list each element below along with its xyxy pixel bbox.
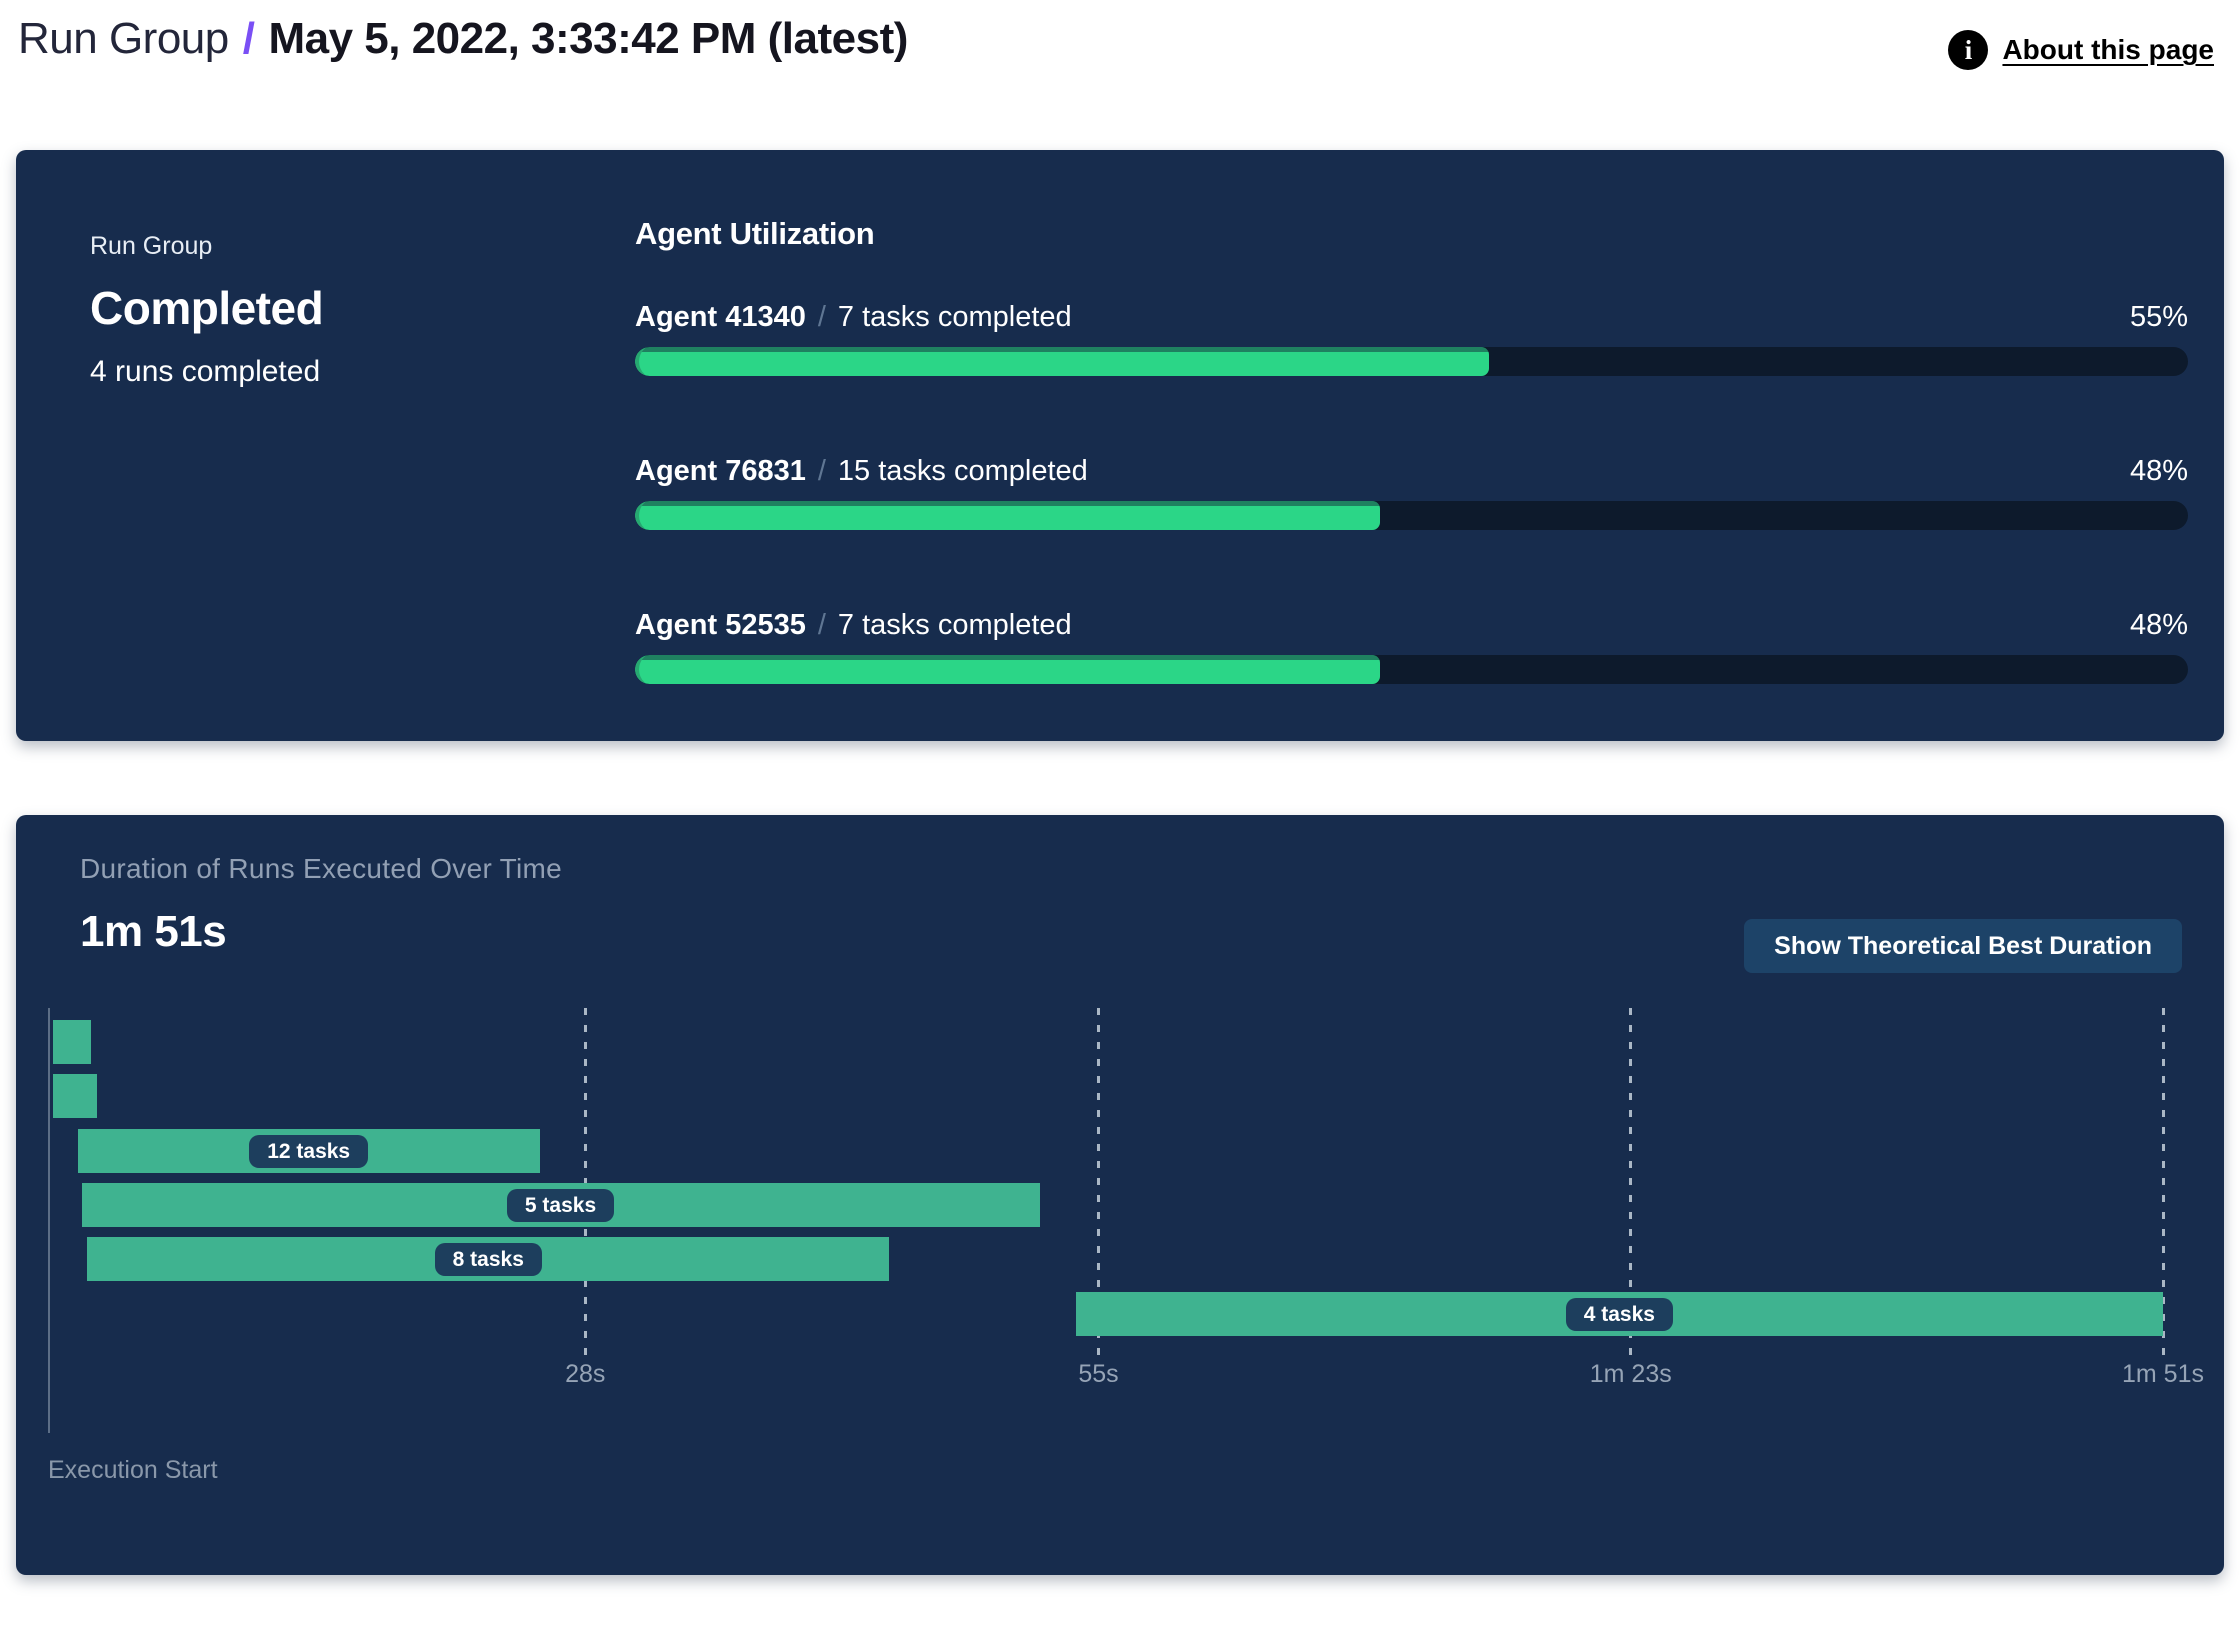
- breadcrumb-separator: /: [242, 14, 255, 63]
- time-tick-label: 28s: [565, 1360, 606, 1388]
- duration-chart-card: Duration of Runs Executed Over Time 1m 5…: [16, 815, 2224, 1575]
- agent-utilization-fill: [635, 347, 1490, 376]
- run-duration-bar[interactable]: 4 tasks: [1075, 1292, 2163, 1336]
- agent-utilization-percent: 48%: [2129, 609, 2188, 641]
- agent-label-line: Agent 52535 / 7 tasks completed 48%: [635, 608, 2188, 642]
- breadcrumb: Run Group / May 5, 2022, 3:33:42 PM (lat…: [18, 14, 908, 64]
- agent-name: Agent 52535: [635, 609, 806, 641]
- total-duration-value: 1m 51s: [80, 907, 227, 956]
- agent-name-separator: /: [817, 301, 826, 333]
- run-group-summary-card: Run Group Completed 4 runs completed Age…: [16, 150, 2224, 741]
- agent-tasks-completed: 7 tasks completed: [837, 609, 1072, 641]
- about-this-page[interactable]: i About this page: [1948, 30, 2214, 70]
- info-icon[interactable]: i: [1948, 30, 1989, 70]
- time-gridline: [2161, 1008, 2165, 1356]
- agent-name-separator: /: [817, 455, 826, 487]
- run-duration-bar[interactable]: 12 tasks: [77, 1129, 540, 1173]
- agent-utilization-list: Agent 41340 / 7 tasks completed 55% Agent 76…: [635, 300, 2188, 684]
- run-duration-bar[interactable]: 5 tasks: [81, 1183, 1040, 1227]
- about-this-page-link[interactable]: About this page: [2002, 34, 2214, 65]
- agent-utilization-fill: [635, 501, 1381, 530]
- agent-tasks-completed: 15 tasks completed: [837, 455, 1088, 487]
- agent-label-line: Agent 76831 / 15 tasks completed 48%: [635, 454, 2188, 488]
- agent-utilization-row: Agent 76831 / 15 tasks completed 48%: [635, 454, 2188, 530]
- task-count-pill: 5 tasks: [506, 1188, 615, 1222]
- execution-start-axis-line: [48, 1008, 50, 1433]
- run-group-status-value: Completed: [90, 282, 324, 334]
- agent-utilization-track: [635, 501, 2188, 530]
- execution-start-label: Execution Start: [48, 1456, 218, 1484]
- time-gridline: [583, 1008, 587, 1356]
- run-duration-bar[interactable]: [53, 1020, 92, 1064]
- run-duration-bar[interactable]: [53, 1074, 97, 1118]
- page-title: May 5, 2022, 3:33:42 PM (latest): [268, 14, 908, 63]
- gantt-chart: Execution Start 28s 55s 1m 23s 1m 51s 12 tas…: [48, 1008, 2204, 1488]
- agent-utilization-fill: [635, 655, 1381, 684]
- agent-utilization-percent: 55%: [2129, 301, 2188, 333]
- page-header: Run Group / May 5, 2022, 3:33:42 PM (lat…: [0, 0, 2240, 150]
- task-count-pill: 4 tasks: [1565, 1297, 1673, 1331]
- agent-utilization-track: [635, 347, 2188, 376]
- agent-name: Agent 41340: [635, 301, 806, 333]
- duration-chart-title: Duration of Runs Executed Over Time: [80, 853, 563, 884]
- agent-name: Agent 76831: [635, 455, 806, 487]
- agent-utilization-row: Agent 41340 / 7 tasks completed 55%: [635, 300, 2188, 376]
- agent-utilization-percent: 48%: [2129, 455, 2188, 487]
- agent-utilization-row: Agent 52535 / 7 tasks completed 48%: [635, 608, 2188, 684]
- task-count-pill: 12 tasks: [249, 1134, 369, 1168]
- time-tick-label: 1m 51s: [2122, 1360, 2204, 1388]
- task-count-pill: 8 tasks: [434, 1242, 542, 1276]
- time-gridline: [1629, 1008, 1633, 1356]
- agent-utilization-heading: Agent Utilization: [635, 216, 875, 251]
- time-tick-label: 55s: [1078, 1360, 1119, 1388]
- runs-completed-summary: 4 runs completed: [90, 355, 321, 388]
- run-duration-bar[interactable]: 8 tasks: [87, 1237, 890, 1281]
- breadcrumb-root: Run Group: [18, 14, 229, 63]
- time-gridline: [1096, 1008, 1100, 1356]
- agent-utilization-track: [635, 655, 2188, 684]
- agent-label-line: Agent 41340 / 7 tasks completed 55%: [635, 300, 2188, 334]
- time-tick-label: 1m 23s: [1589, 1360, 1672, 1388]
- agent-tasks-completed: 7 tasks completed: [837, 301, 1072, 333]
- run-group-eyebrow: Run Group: [90, 232, 213, 260]
- run-group-status: Run Group Completed 4 runs completed: [16, 150, 635, 741]
- show-theoretical-best-duration-button[interactable]: Show Theoretical Best Duration: [1744, 919, 2182, 973]
- agent-name-separator: /: [817, 609, 826, 641]
- agent-utilization-section: Agent Utilization Agent 41340 / 7 tasks co…: [635, 150, 2224, 741]
